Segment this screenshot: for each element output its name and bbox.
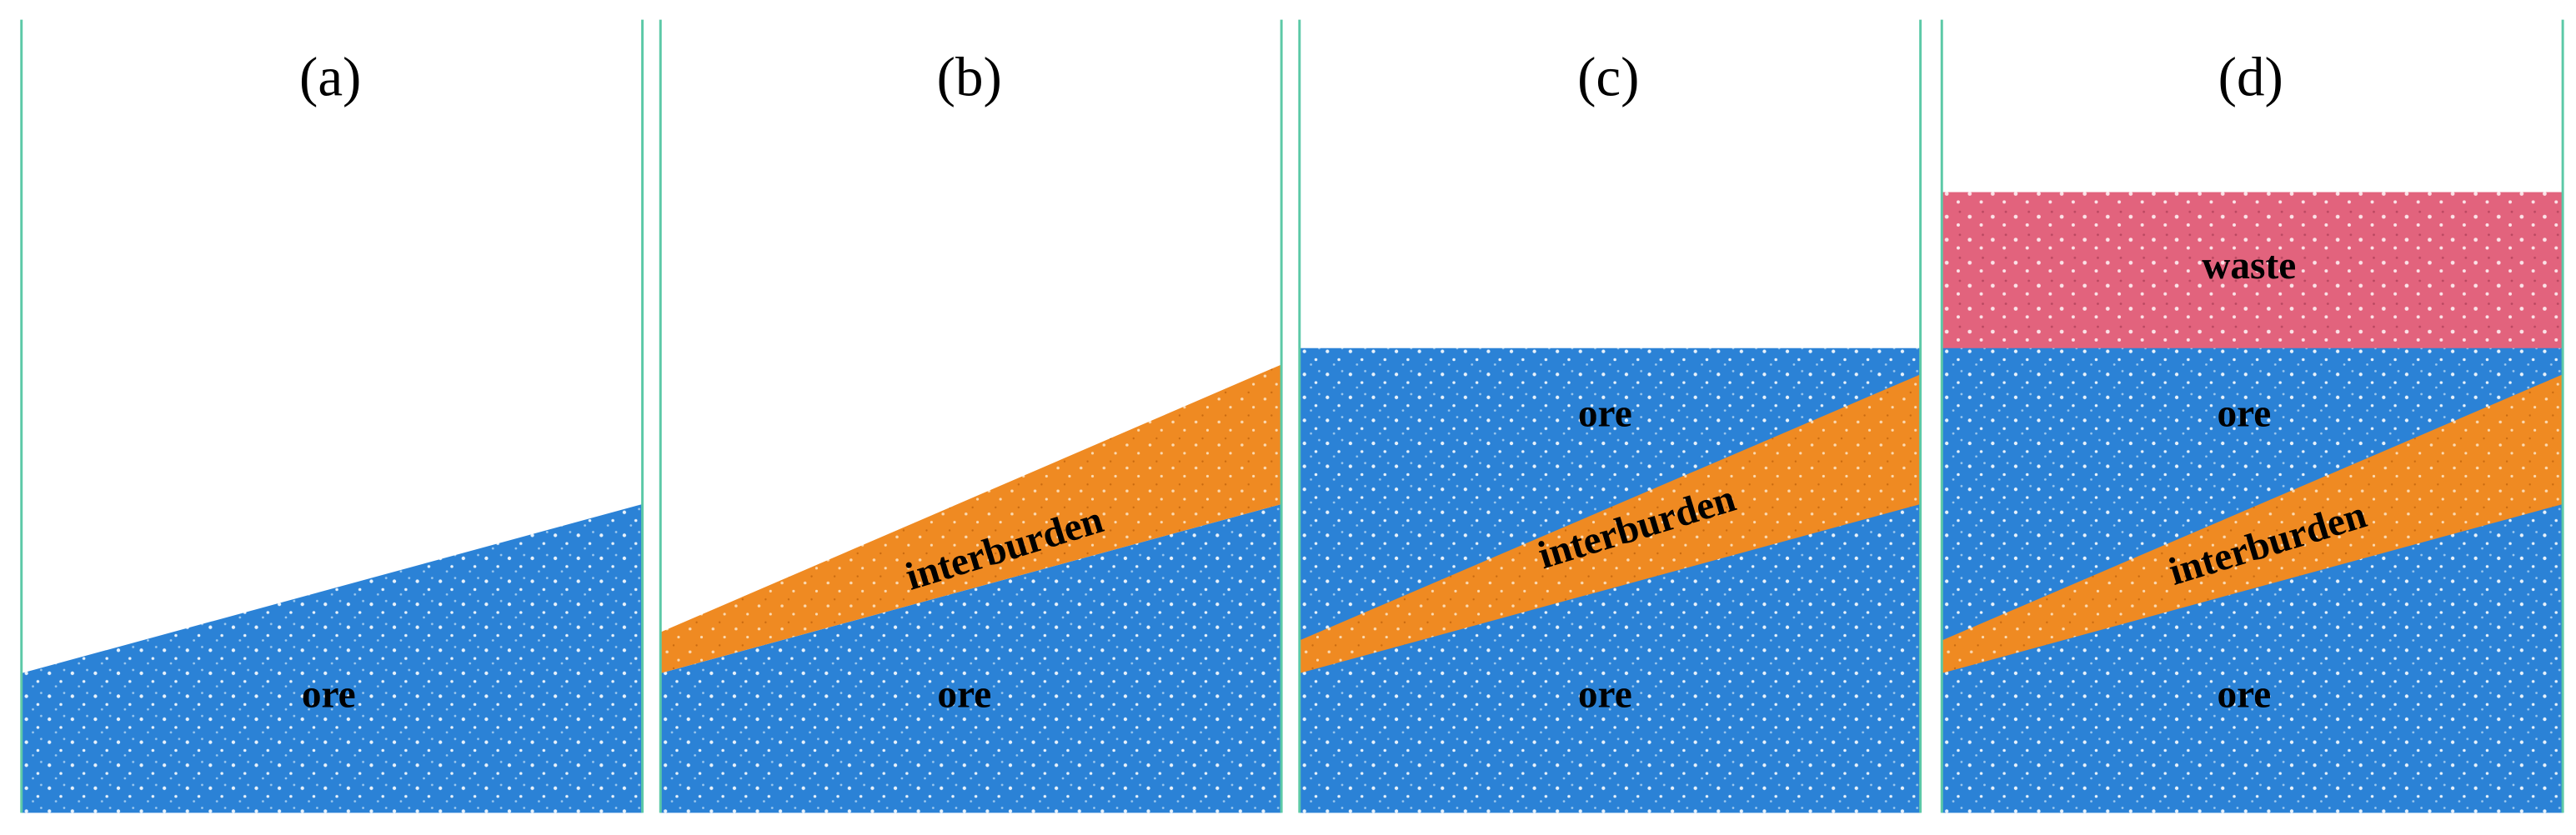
panel-label: (c) [1577, 46, 1639, 108]
ore-layer [660, 503, 1282, 813]
panel: (c) ore interburden ore [1298, 19, 1922, 813]
ore-layer [21, 503, 643, 813]
waste-layer [1942, 192, 2563, 350]
interburden-layer [660, 364, 1282, 673]
panel: (b) interburden ore [659, 19, 1283, 813]
region-label: ore [937, 672, 991, 716]
panel-label: (a) [299, 46, 361, 108]
region-label: ore [2217, 392, 2271, 435]
panel: (a) ore [20, 19, 644, 813]
region-label: ore [1578, 392, 1632, 435]
region-label: ore [2217, 672, 2271, 716]
interburden-layer [1942, 374, 2563, 673]
interburden-layer [1299, 374, 1921, 673]
panel: (d) waste ore interburden ore [1940, 19, 2564, 813]
region-label: waste [2202, 244, 2296, 288]
panel-label: (b) [937, 46, 1002, 108]
region-label: ore [1578, 672, 1632, 716]
panel-label: (d) [2218, 46, 2283, 108]
region-label: ore [302, 672, 356, 716]
